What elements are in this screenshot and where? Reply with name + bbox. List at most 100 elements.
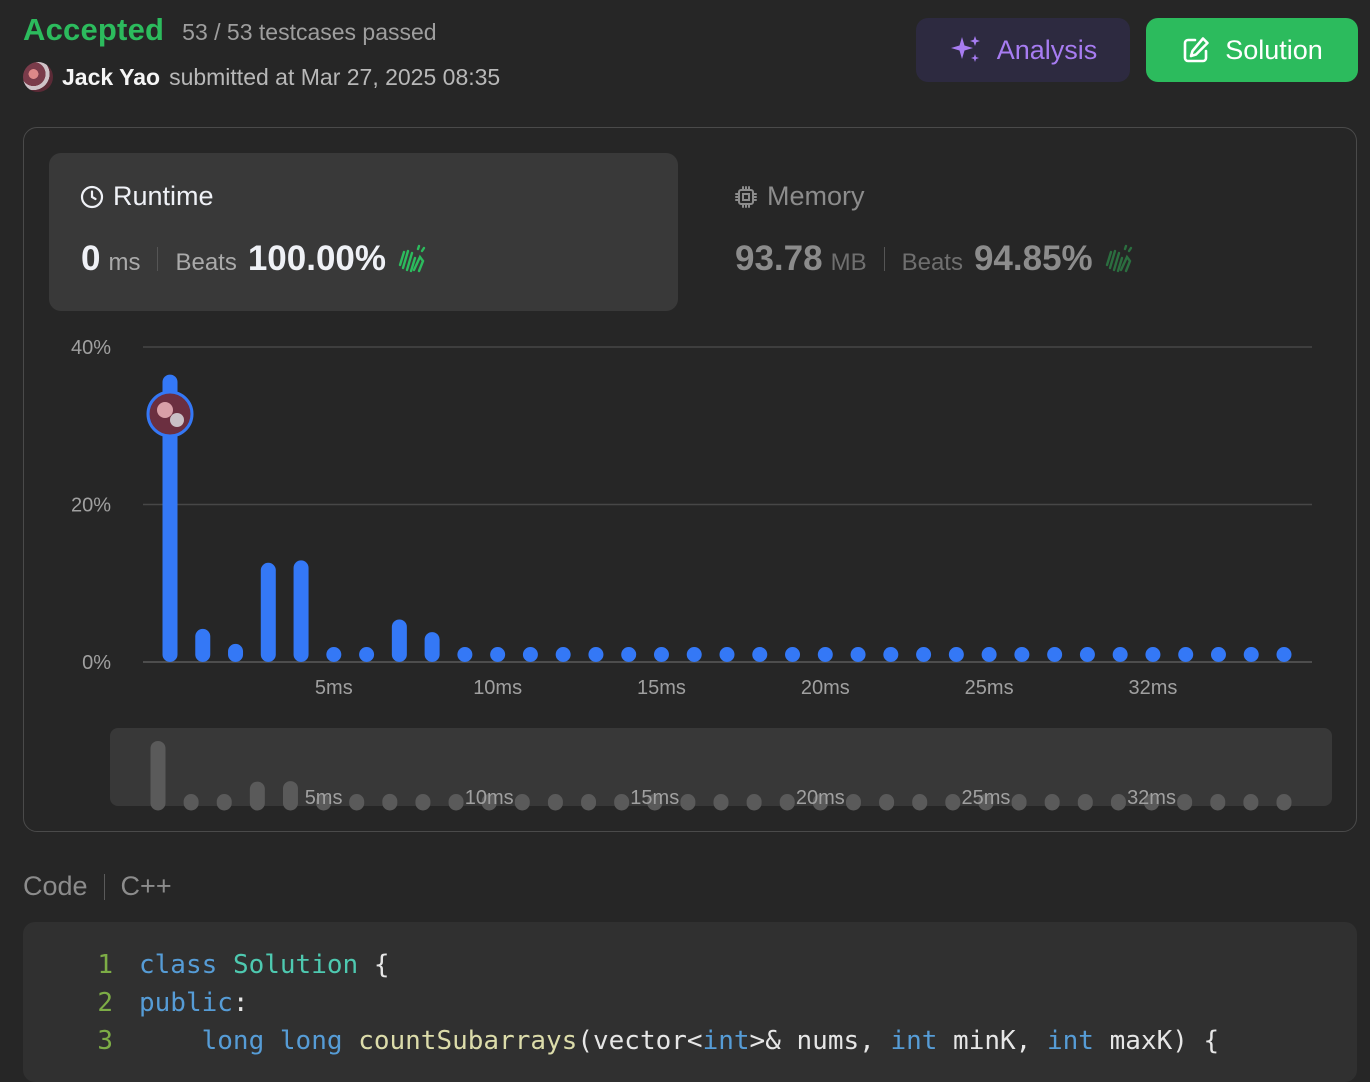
line-number: 3 (97, 1026, 113, 1056)
code-token: >& nums, (749, 1026, 891, 1056)
clapping-hands-icon (398, 244, 426, 273)
divider (103, 873, 105, 900)
overview-bar (1110, 794, 1126, 811)
overview-bar (1011, 794, 1027, 811)
code-token: long (279, 1026, 343, 1056)
overview-bar (1243, 794, 1259, 811)
code-token: long (201, 1026, 265, 1056)
code-token (139, 1026, 202, 1056)
overview-tick-label: 5ms (305, 787, 343, 809)
analysis-label: Analysis (996, 34, 1098, 65)
overview-bar (1210, 794, 1226, 811)
user-avatar[interactable] (23, 62, 53, 92)
chart-bar (228, 643, 244, 662)
overview-bar (150, 740, 166, 811)
overview-bar (316, 794, 332, 811)
solution-button[interactable]: Solution (1146, 18, 1358, 82)
runtime-card[interactable]: Runtime 0 ms Beats 100.00% (49, 153, 678, 311)
chart-bar (1014, 647, 1030, 662)
runtime-value: 0 (81, 239, 101, 278)
overview-tick-label: 20ms (796, 787, 845, 809)
chart-bar (621, 647, 637, 662)
chart-bar (752, 647, 768, 662)
overview-tick-label: 25ms (961, 787, 1010, 809)
x-tick-label: 15ms (637, 677, 686, 699)
memory-value-row: 93.78 MB Beats 94.85% (735, 239, 1135, 279)
overview-bar (614, 794, 630, 811)
accepted-status: Accepted (23, 12, 165, 47)
code-token: Solution (232, 950, 359, 980)
code-token: { (358, 950, 390, 980)
chart-bar (686, 647, 702, 662)
x-tick-label: 32ms (1128, 677, 1177, 699)
chart-bar (1276, 647, 1292, 662)
chart-bar (293, 560, 309, 662)
memory-card[interactable]: Memory 93.78 MB Beats 94.85% (704, 153, 1324, 311)
overview-tick-label: 10ms (465, 787, 514, 809)
chart-bar (1178, 647, 1194, 662)
memory-beats-label: Beats (901, 249, 963, 276)
clock-icon (80, 185, 104, 208)
solution-label: Solution (1225, 34, 1323, 65)
code-token: class (139, 950, 218, 980)
chart-bar (785, 647, 801, 662)
overview-strip (110, 728, 1332, 806)
overview-bar (1044, 794, 1060, 811)
chart-bar (490, 647, 506, 662)
chart-bar (850, 647, 866, 662)
runtime-title: Runtime (80, 181, 214, 212)
overview-tick-label: 32ms (1127, 787, 1176, 809)
x-tick-label: 20ms (801, 677, 850, 699)
chart-bar (359, 647, 375, 662)
chart-bar (916, 647, 932, 662)
chart-bar (424, 632, 440, 662)
chart-bar (522, 647, 538, 662)
code-token: maxK) { (1093, 1026, 1220, 1056)
line-number: 1 (97, 950, 113, 980)
overview-bar (349, 794, 365, 811)
code-label: Code (23, 871, 88, 901)
chart-bar (948, 647, 964, 662)
overview-bar (448, 794, 464, 811)
overview-bar (547, 794, 563, 811)
chart-bar (1145, 647, 1161, 662)
code-token: minK, (937, 1026, 1047, 1056)
chip-icon (735, 185, 757, 208)
divider (157, 247, 159, 271)
analysis-button[interactable]: Analysis (916, 18, 1130, 82)
overview-bar (812, 794, 828, 811)
code-language: C++ (120, 871, 172, 901)
chart-bar (391, 619, 407, 662)
overview-bar (514, 794, 530, 811)
marker-avatar-detail (157, 402, 173, 418)
overview-bar (249, 781, 265, 811)
code-line: 2 public: (23, 984, 248, 1022)
code-line: 1 class Solution { (23, 946, 389, 984)
chart-bar (555, 647, 571, 662)
chart-bar (1079, 647, 1095, 662)
memory-value: 93.78 (735, 239, 823, 278)
chart-bar (326, 647, 342, 662)
runtime-beats-label: Beats (175, 249, 237, 276)
code-token: int (890, 1026, 938, 1056)
chart-bar (883, 647, 899, 662)
code-viewer[interactable]: 1 class Solution {2 public: 3 long long cou… (23, 922, 1357, 1082)
overview-bar (978, 794, 994, 811)
chart-bar (1047, 647, 1063, 662)
divider (883, 247, 885, 271)
user-name[interactable]: Jack Yao (62, 63, 161, 90)
overview-bar (282, 781, 298, 811)
submitter-info: Jack Yao submitted at Mar 27, 2025 08:35 (23, 62, 500, 92)
y-tick-label: 20% (71, 495, 111, 517)
code-token: countSubarrays (358, 1026, 578, 1056)
overview-bar (912, 794, 928, 811)
overview-bar (382, 793, 398, 811)
overview-bar (581, 794, 597, 811)
runtime-distribution-chart[interactable]: 40% 20% 0% 5ms 10ms 15ms 20ms 25ms 32ms 5ms 10ms 15… (0, 0, 1370, 860)
overview-bar (415, 794, 431, 811)
edit-icon (1183, 37, 1210, 63)
overview-bar (746, 794, 762, 811)
chart-bar (260, 562, 276, 662)
runtime-beats-pct: 100.00% (247, 239, 387, 278)
memory-title-label: Memory (767, 181, 865, 211)
